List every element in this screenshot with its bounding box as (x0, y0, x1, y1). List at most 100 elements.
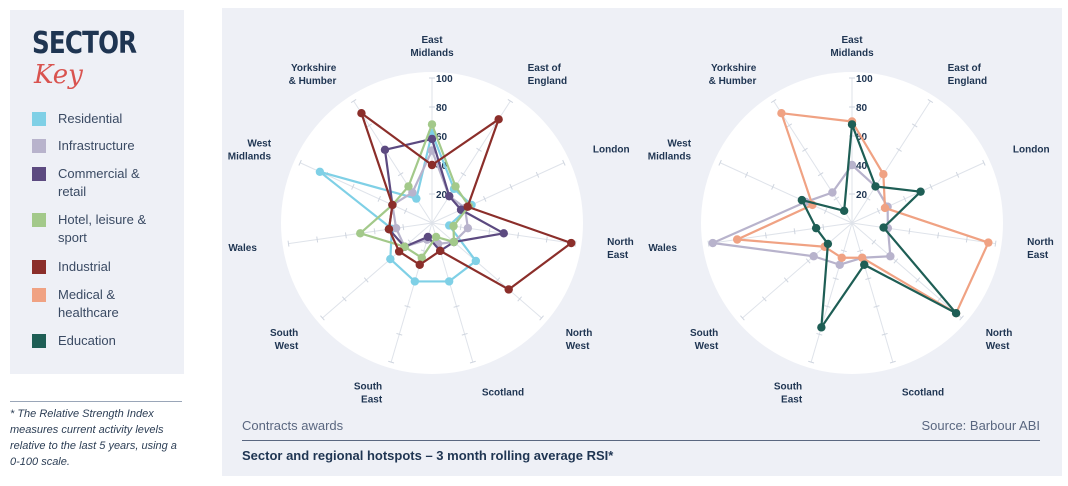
radar-tick-mark (740, 315, 745, 321)
radar-data-point (504, 285, 513, 294)
radar-data-point (449, 237, 459, 247)
radar-data-point (777, 109, 786, 118)
radar-tick-mark (876, 208, 881, 214)
legend-swatch (32, 213, 46, 227)
radar-tick-mark (911, 123, 918, 128)
legend-item-education: Education (32, 332, 158, 350)
caption-source: Source: Barbour ABI (921, 418, 1040, 433)
radar-tick-mark (783, 277, 789, 283)
radar-axis-label: West Midlands (228, 139, 272, 163)
radar-data-point (811, 223, 821, 233)
radar-tick-mark (802, 147, 808, 152)
radar-tick-mark (955, 171, 960, 178)
footnote-divider (10, 401, 182, 402)
legend-swatch (32, 112, 46, 126)
radar-axis-label: East of England (528, 63, 567, 87)
radar-spoke (773, 100, 853, 224)
radar-spoke (810, 222, 853, 363)
radar-tick-mark (404, 305, 411, 308)
legend-swatch (32, 334, 46, 348)
legend-label: Medical & healthcare (58, 287, 119, 320)
radar-tick-mark (461, 332, 468, 336)
radar-tick-mark (824, 305, 831, 308)
radar-data-point (817, 323, 826, 332)
radar-data-point (391, 223, 401, 233)
radar-tick-mark (707, 240, 710, 247)
legend-label: Hotel, leisure & sport (58, 212, 147, 245)
radar-spoke (719, 162, 853, 224)
radar-tick-mark (864, 196, 871, 201)
radar-spoke (851, 222, 996, 245)
radar-data-point (860, 260, 869, 269)
radar-tick-mark (871, 239, 877, 245)
radar-tick-mark (793, 228, 796, 235)
radar-tick-mark (377, 195, 381, 202)
radar-data-point (444, 277, 454, 286)
radar-tick-mark (535, 171, 540, 178)
radar-tick-mark (363, 277, 369, 283)
radar-tick-mark (982, 159, 986, 166)
radar-tick-mark (865, 277, 872, 280)
legend-label: Education (58, 333, 116, 348)
radar-data-point (567, 238, 576, 248)
radar-tick-mark (453, 305, 460, 308)
radar-axis-label: Wales (648, 243, 677, 254)
radar-axis-label: Scotland (482, 388, 524, 399)
radar-tick-mark (287, 240, 290, 247)
radar-tick-mark (808, 360, 815, 364)
radar-axis-label: London (1013, 145, 1050, 156)
radar-tick-mark (896, 147, 902, 152)
radar-data-point (823, 239, 833, 249)
radar-spoke (851, 222, 894, 363)
radar-spoke (390, 222, 433, 363)
legend-item-hotel-leisure-sport: Hotel, leisure & sport (32, 211, 158, 247)
radar-data-point (828, 188, 837, 197)
radar-data-point (410, 277, 420, 286)
radar-tick-mark (388, 360, 395, 364)
radar-data-point (415, 260, 424, 269)
radar-axis-label: East Midlands (830, 35, 874, 59)
radar-data-point (916, 187, 925, 196)
radar-data-point (837, 253, 846, 262)
radar-tick-mark (539, 315, 544, 321)
radar-tick-mark (476, 147, 482, 152)
radar-tick-mark (509, 183, 513, 190)
radar-data-point (984, 238, 993, 247)
radar-tick-label: 80 (436, 103, 448, 114)
radar-axis-label: Yorkshire & Humber (709, 63, 757, 87)
radar-chart-2: 20 40 60 80 100 East Midlands East of England Lon… (642, 8, 1062, 408)
radar-tick-mark (889, 360, 896, 364)
radar-tick-mark (937, 232, 940, 239)
radar-axis-label: Scotland (902, 388, 944, 399)
radar-tick-mark (786, 123, 793, 128)
radar-tick-mark (764, 232, 767, 239)
radar-data-point (732, 235, 742, 244)
radar-tick-mark (915, 277, 921, 283)
radar-tick-mark (929, 183, 933, 190)
radar-axis-label: Yorkshire & Humber (289, 63, 337, 87)
radar-tick-mark (397, 172, 404, 177)
radar-data-point (463, 202, 472, 211)
radar-data-point (880, 203, 890, 213)
radar-series-line (800, 123, 958, 329)
radar-tick-mark (460, 172, 467, 177)
radar-data-point (499, 229, 508, 238)
radar-tick-mark (351, 183, 355, 190)
radar-data-point (449, 221, 458, 231)
radar-data-point (463, 223, 473, 233)
legend-item-residential: Residential (32, 110, 158, 128)
radar-data-point (380, 145, 390, 155)
radar-tick-mark (959, 315, 964, 321)
radar-tick-label: 40 (856, 161, 868, 172)
radar-axis-label: North East (607, 237, 634, 261)
radar-data-point (431, 232, 441, 242)
radar-axis-label: West Midlands (648, 139, 692, 163)
radar-tick-mark (402, 224, 405, 231)
radar-data-point (384, 224, 394, 234)
radar-tick-mark (350, 98, 357, 104)
radar-tick-mark (517, 296, 523, 302)
radar-data-point (356, 229, 365, 238)
radar-tick-mark (341, 296, 347, 302)
legend-item-industrial: Industrial (32, 258, 158, 276)
